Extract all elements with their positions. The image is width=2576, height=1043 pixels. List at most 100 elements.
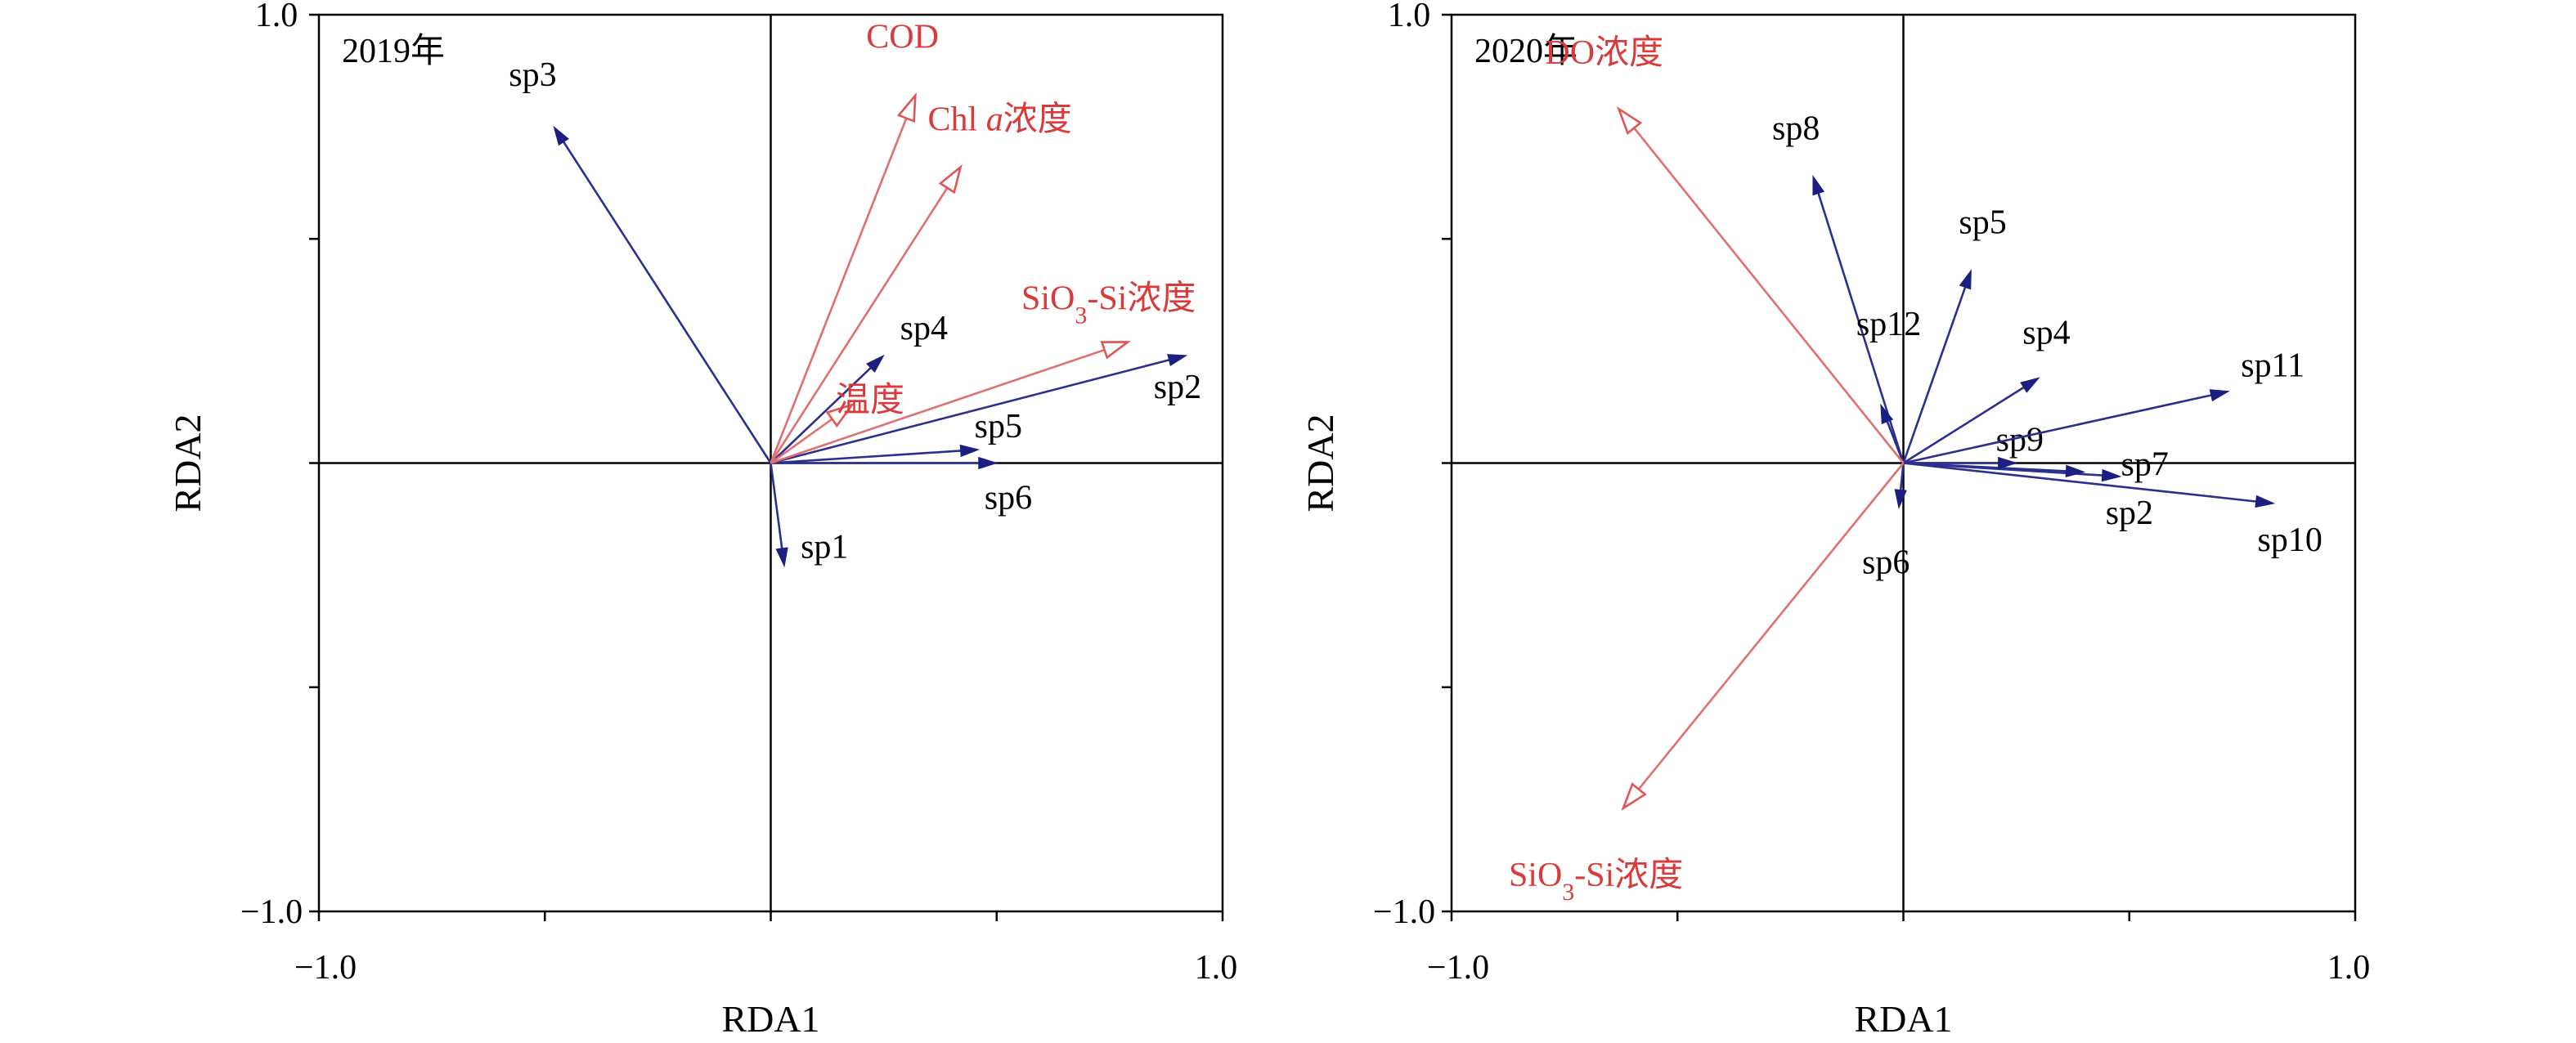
- env-arrow-2: SiO3-Si浓度: [770, 280, 1196, 464]
- env-arrow-1: Chl a浓度: [770, 101, 1072, 464]
- species-label: sp2: [2106, 495, 2153, 532]
- env-arrow-head: [1616, 105, 1643, 135]
- y-tick-label-bottom: −1.0: [1373, 893, 1435, 931]
- species-arrow-head: [553, 125, 569, 146]
- species-arrow-sp4: sp4: [1902, 314, 2071, 464]
- env-arrow-shaft: [1637, 462, 1905, 790]
- env-arrow-head: [938, 164, 963, 195]
- panel-title: 2019年: [342, 32, 445, 70]
- env-arrow-0: DO浓度: [1545, 34, 1905, 464]
- env-arrow-3: 温度: [770, 382, 904, 464]
- species-label: sp5: [1959, 204, 2006, 242]
- species-arrow-sp9: sp9: [1903, 422, 2044, 470]
- x-tick-label-right: 1.0: [2327, 949, 2371, 987]
- species-arrow-shaft: [770, 450, 961, 464]
- env-label: COD: [866, 19, 939, 56]
- species-arrow-head: [2065, 464, 2086, 478]
- species-arrow-sp2: sp2: [1903, 462, 2153, 532]
- env-label: SiO3-Si浓度: [1021, 280, 1196, 329]
- species-arrow-shaft: [1899, 463, 1905, 490]
- species-arrow-head: [1880, 403, 1894, 424]
- species-arrow-head: [959, 444, 981, 458]
- env-arrow-shaft: [770, 348, 1105, 464]
- species-arrow-shaft: [770, 359, 1169, 464]
- species-arrow-head: [1959, 269, 1972, 290]
- species-arrow-shaft: [1902, 386, 2025, 464]
- species-label: sp10: [2258, 522, 2322, 559]
- species-arrow-sp6: sp6: [1862, 463, 1910, 581]
- species-arrow-head: [1998, 456, 2018, 470]
- species-arrow-sp3: sp3: [509, 56, 772, 464]
- species-arrow-head: [1167, 354, 1188, 366]
- species-label: sp5: [975, 408, 1022, 445]
- species-arrow-shaft: [1902, 286, 1967, 463]
- species-arrow-sp8: sp8: [1772, 110, 1905, 463]
- x-tick-label-left: −1.0: [294, 949, 357, 987]
- species-label: sp7: [2121, 445, 2169, 483]
- env-arrow-1: SiO3-Si浓度: [1509, 462, 1905, 906]
- species-arrow-sp10: sp10: [1903, 462, 2322, 559]
- species-arrow-sp5: sp5: [1902, 204, 2007, 463]
- species-arrow-shaft: [1903, 462, 2067, 472]
- species-arrow-head: [2255, 495, 2276, 508]
- species-arrow-head: [2020, 377, 2040, 393]
- species-arrow-sp6: sp6: [770, 456, 1032, 517]
- species-arrow-sp11: sp11: [1903, 347, 2304, 464]
- env-label: DO浓度: [1545, 34, 1663, 72]
- species-label: sp4: [2022, 314, 2070, 351]
- env-label: Chl a浓度: [928, 101, 1072, 138]
- y-tick-label-bottom: −1.0: [240, 893, 303, 931]
- species-label: sp4: [900, 310, 948, 347]
- rda-panel-1: 1.0 −1.0 −1.0 1.0 RDA1 RDA2 2020年 sp2 sp4 sp5 sp6 s…: [1299, 0, 2370, 1040]
- env-arrow-head: [825, 402, 855, 428]
- species-arrow-sp2: sp2: [770, 354, 1201, 464]
- species-label: sp3: [509, 56, 556, 94]
- species-arrow-head: [1894, 489, 1907, 509]
- species-label: sp1: [801, 529, 848, 566]
- x-tick-label-right: 1.0: [1195, 949, 1238, 987]
- species-arrow-shaft: [770, 367, 872, 464]
- x-axis-title: RDA1: [721, 998, 819, 1040]
- species-arrow-shaft: [1903, 462, 2256, 503]
- env-arrow-shaft: [770, 187, 949, 464]
- species-arrow-head: [2209, 389, 2230, 402]
- species-label: sp6: [1862, 544, 1910, 581]
- species-arrow-head: [775, 547, 788, 568]
- y-axis-title: RDA2: [1299, 414, 1341, 512]
- y-tick-label-top: 1.0: [255, 0, 298, 34]
- rda-panel-0: 1.0 −1.0 −1.0 1.0 RDA1 RDA2 2019年 sp1 sp2 sp3 sp4 s…: [167, 0, 1237, 1040]
- species-arrow-shaft: [1903, 394, 2212, 464]
- species-arrow-head: [978, 456, 999, 470]
- species-label: sp2: [1154, 369, 1201, 406]
- species-label: sp11: [2241, 347, 2304, 385]
- y-axis-title: RDA2: [167, 414, 209, 512]
- env-arrow-head: [896, 92, 917, 123]
- x-tick-label-left: −1.0: [1427, 949, 1489, 987]
- species-arrow-shaft: [770, 463, 783, 549]
- species-label: sp8: [1772, 110, 1820, 147]
- env-label: SiO3-Si浓度: [1509, 857, 1683, 906]
- panel-title: 2020年: [1474, 32, 1577, 70]
- species-label: sp6: [985, 480, 1032, 517]
- x-axis-title: RDA1: [1854, 998, 1952, 1040]
- species-arrow-sp4: sp4: [770, 310, 948, 464]
- species-arrow-sp1: sp1: [770, 463, 848, 568]
- env-arrow-head: [1621, 782, 1647, 812]
- species-arrow-head: [2101, 468, 2122, 482]
- env-arrow-head: [1100, 341, 1131, 360]
- species-arrow-sp7: sp7: [1903, 445, 2169, 483]
- species-arrow-sp12: sp12: [1856, 306, 1921, 463]
- species-arrow-sp5: sp5: [770, 408, 1022, 464]
- species-arrow-head: [1812, 174, 1825, 196]
- env-arrow-shaft: [1633, 127, 1905, 464]
- env-arrow-0: COD: [770, 19, 939, 463]
- env-arrow-shaft: [770, 118, 908, 463]
- species-arrow-shaft: [563, 141, 772, 464]
- species-label: sp12: [1856, 306, 1921, 343]
- y-tick-label-top: 1.0: [1388, 0, 1431, 34]
- species-arrow-shaft: [1886, 421, 1905, 463]
- env-label: 温度: [836, 382, 904, 419]
- species-arrow-head: [866, 354, 885, 373]
- env-arrow-shaft: [770, 418, 833, 464]
